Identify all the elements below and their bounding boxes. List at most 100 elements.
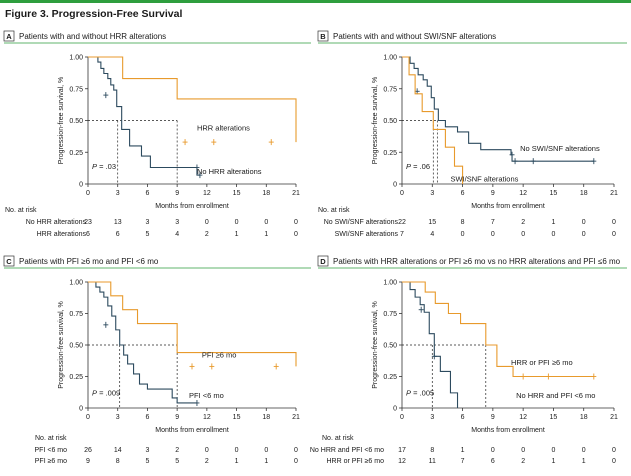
at-risk-count: 0	[582, 231, 586, 238]
at-risk-count: 2	[205, 231, 209, 238]
at-risk-count: 5	[145, 231, 149, 238]
panel-letter-box	[317, 255, 329, 267]
at-risk-count: 14	[114, 447, 122, 454]
x-axis-label: Months from enrollment	[471, 427, 545, 434]
y-axis-label: Progression-free survival, %	[58, 77, 65, 165]
x-tick-label: 3	[430, 190, 434, 197]
x-axis-label: Months from enrollment	[471, 203, 545, 210]
at-risk-row-label: PFI <6 mo	[35, 447, 68, 454]
at-risk-count: 11	[429, 458, 436, 465]
at-risk-count: 1	[551, 458, 555, 465]
at-risk-count: 17	[398, 447, 406, 454]
x-tick-label: 18	[580, 190, 588, 197]
y-axis-label: Progression-free survival, %	[58, 301, 65, 389]
panel-letter-box	[3, 255, 15, 267]
series-annotation: No HRR alterations	[197, 167, 262, 176]
panel-title: Patients with HRR alterations or PFI ≥6 …	[333, 257, 621, 266]
at-risk-row-label: No HRR and PFI <6 mo	[310, 447, 384, 454]
at-risk-count: 2	[175, 447, 179, 454]
at-risk-count: 0	[551, 447, 555, 454]
at-risk-count: 6	[116, 231, 120, 238]
series-annotation: PFI ≥6 mo	[202, 351, 237, 360]
at-risk-count: 0	[461, 231, 465, 238]
km-curve-series-1	[402, 56, 594, 162]
at-risk-row-label: SWI/SNF alterations	[335, 231, 399, 238]
x-tick-label: 6	[145, 190, 149, 197]
at-risk-heading: No. at risk	[322, 435, 354, 442]
x-tick-label: 9	[491, 190, 495, 197]
x-tick-label: 9	[491, 414, 495, 421]
y-tick-label: 0.75	[383, 86, 397, 93]
at-risk-count: 3	[145, 219, 149, 226]
at-risk-count: 5	[145, 458, 149, 465]
series-annotation: HRR alterations	[197, 124, 250, 133]
p-value: P = .06	[406, 162, 430, 171]
at-risk-count: 6	[86, 231, 90, 238]
at-risk-row-label: No SWI/SNF alterations	[324, 219, 399, 226]
at-risk-count: 0	[491, 447, 495, 454]
y-axis-label: Progression-free survival, %	[372, 301, 379, 389]
y-tick-label: 1.00	[383, 55, 397, 62]
at-risk-count: 3	[145, 447, 149, 454]
at-risk-count: 2	[521, 219, 525, 226]
at-risk-count: 2	[205, 458, 209, 465]
at-risk-count: 3	[175, 219, 179, 226]
x-tick-label: 0	[86, 414, 90, 421]
series-annotation: HRR or PFI ≥6 mo	[511, 358, 573, 367]
at-risk-count: 1	[264, 458, 268, 465]
y-tick-label: 0.75	[69, 311, 83, 318]
panel-d: D Patients with HRR alterations or PFI ≥6…	[310, 255, 627, 465]
y-tick-label: 0	[393, 406, 397, 413]
at-risk-count: 0	[264, 447, 268, 454]
x-tick-label: 18	[580, 414, 588, 421]
x-tick-label: 15	[550, 414, 558, 421]
at-risk-count: 8	[461, 219, 465, 226]
x-tick-label: 6	[461, 190, 465, 197]
figure-title: Figure 3. Progression-Free Survival	[0, 0, 631, 22]
panel-letter: B	[320, 32, 326, 41]
at-risk-count: 0	[521, 231, 525, 238]
at-risk-count: 0	[235, 447, 239, 454]
at-risk-row-label: PFI ≥6 mo	[35, 458, 67, 465]
x-tick-label: 21	[610, 190, 618, 197]
p-value: P = .009	[92, 388, 120, 397]
at-risk-count: 1	[264, 231, 268, 238]
panel-title: Patients with and without HRR alteration…	[19, 32, 166, 41]
x-tick-label: 0	[400, 190, 404, 197]
at-risk-count: 0	[294, 219, 298, 226]
at-risk-count: 0	[235, 219, 239, 226]
x-tick-label: 15	[233, 414, 241, 421]
km-curve-series-2	[88, 56, 297, 143]
at-risk-count: 15	[428, 219, 436, 226]
at-risk-count: 1	[235, 458, 239, 465]
at-risk-count: 2	[521, 458, 525, 465]
x-axis-label: Months from enrollment	[155, 203, 229, 210]
y-tick-label: 0.25	[69, 150, 83, 157]
km-curve-series-2	[402, 56, 464, 184]
figure-canvas: A Patients with and without HRR alteratio…	[3, 30, 627, 465]
x-tick-label: 18	[262, 414, 270, 421]
panel-letter: C	[6, 257, 12, 266]
at-risk-count: 4	[175, 231, 179, 238]
x-tick-label: 12	[519, 190, 527, 197]
at-risk-count: 23	[84, 219, 92, 226]
x-tick-label: 0	[400, 414, 404, 421]
y-tick-label: 0	[393, 182, 397, 189]
x-tick-label: 18	[262, 190, 270, 197]
at-risk-heading: No. at risk	[318, 207, 350, 214]
at-risk-count: 0	[612, 447, 616, 454]
x-tick-label: 21	[610, 414, 618, 421]
at-risk-count: 1	[235, 231, 239, 238]
at-risk-heading: No. at risk	[5, 207, 37, 214]
y-tick-label: 0.25	[383, 150, 397, 157]
y-axis-label: Progression-free survival, %	[372, 77, 379, 165]
x-tick-label: 0	[86, 190, 90, 197]
at-risk-count: 0	[205, 447, 209, 454]
at-risk-count: 0	[612, 458, 616, 465]
at-risk-count: 8	[430, 447, 434, 454]
at-risk-count: 9	[86, 458, 90, 465]
at-risk-count: 7	[491, 219, 495, 226]
at-risk-count: 6	[491, 458, 495, 465]
series-annotation: SWI/SNF alterations	[450, 174, 518, 183]
y-tick-label: 1.00	[69, 55, 83, 62]
